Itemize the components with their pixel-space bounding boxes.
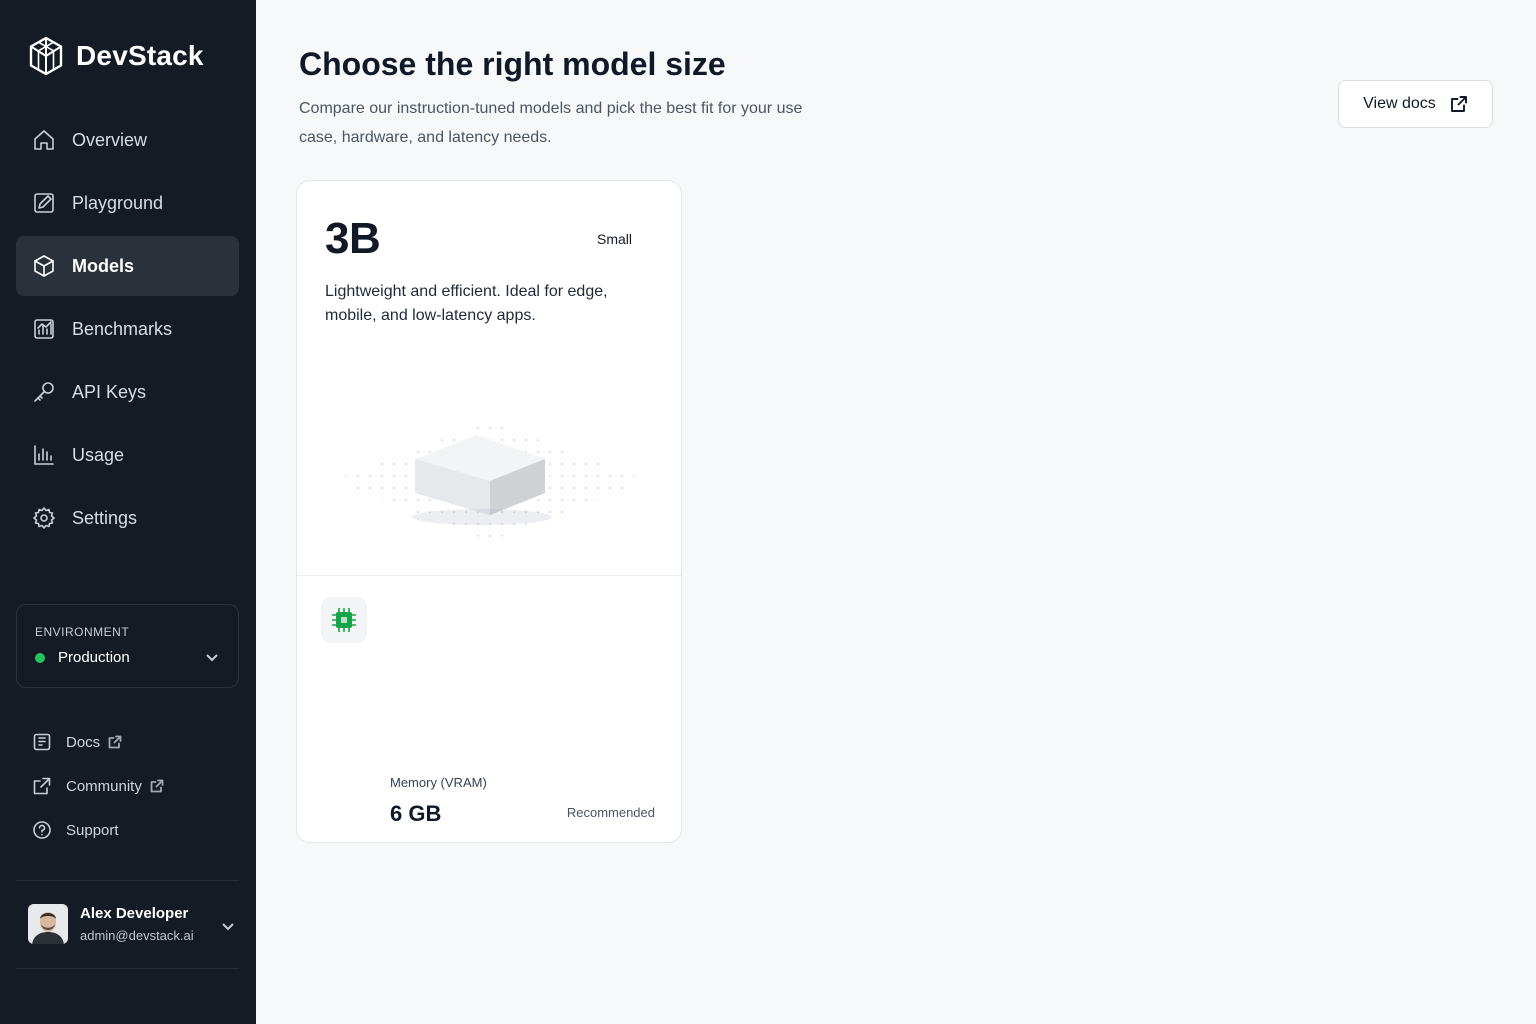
bar-chart-icon bbox=[34, 445, 54, 465]
external-link-icon bbox=[108, 735, 122, 749]
divider bbox=[297, 575, 681, 576]
divider bbox=[16, 880, 239, 881]
page-subtitle: Compare our instruction-tuned models and… bbox=[299, 100, 803, 146]
docs-link[interactable]: Docs bbox=[32, 720, 164, 764]
user-email: admin@devstack.ai bbox=[80, 928, 194, 943]
support-link-label: Support bbox=[66, 821, 119, 839]
sidebar-item-api-keys[interactable]: API Keys bbox=[16, 362, 239, 422]
community-link[interactable]: Community bbox=[32, 764, 164, 808]
environment-value-row: Production bbox=[35, 649, 220, 666]
sidebar-item-label: Playground bbox=[72, 192, 164, 213]
external-link-icon bbox=[1450, 96, 1467, 112]
sidebar-item-usage[interactable]: Usage bbox=[16, 425, 239, 485]
user-info: Alex Developer admin@devstack.ai bbox=[80, 905, 194, 943]
sidebar-item-label: Settings bbox=[72, 507, 138, 528]
size-badge: Small bbox=[596, 231, 632, 247]
help-circle-icon bbox=[33, 821, 51, 839]
share-icon bbox=[33, 777, 51, 795]
edit-icon bbox=[34, 193, 54, 213]
sidebar-item-label: API Keys bbox=[72, 381, 147, 402]
sidebar-item-label: Benchmarks bbox=[72, 318, 173, 339]
cube-icon bbox=[34, 255, 54, 277]
docs-link-label: Docs bbox=[66, 733, 101, 751]
avatar bbox=[28, 904, 68, 944]
environment-selector[interactable]: ENVIRONMENT Production bbox=[16, 604, 239, 688]
page-title: Choose the right model size bbox=[299, 46, 726, 82]
model-card-3b: 3B Small Lightweight and efficient. Idea… bbox=[296, 180, 682, 843]
chevron-down-icon bbox=[206, 654, 218, 662]
main-content: Choose the right model size Compare our … bbox=[256, 0, 1536, 1024]
model-description: Lightweight and efficient. Ideal for edg… bbox=[325, 283, 608, 324]
sidebar-item-overview[interactable]: Overview bbox=[16, 110, 239, 170]
memory-label: Memory (VRAM) bbox=[390, 775, 487, 790]
memory-value: 6 GB bbox=[390, 801, 442, 826]
home-icon bbox=[34, 130, 54, 150]
user-name: Alex Developer bbox=[80, 905, 189, 922]
environment-label: ENVIRONMENT bbox=[35, 625, 130, 639]
community-link-label: Community bbox=[66, 777, 142, 795]
sidebar-item-models[interactable]: Models bbox=[16, 236, 239, 296]
support-link[interactable]: Support bbox=[32, 808, 164, 852]
sidebar-item-benchmarks[interactable]: Benchmarks bbox=[16, 299, 239, 359]
sidebar: DevStack Overview Playground Models Benc… bbox=[0, 0, 256, 1024]
environment-value: Production bbox=[58, 649, 130, 666]
model-size: 3B bbox=[325, 214, 381, 263]
sidebar-item-settings[interactable]: Settings bbox=[16, 488, 239, 548]
status-dot bbox=[35, 652, 45, 663]
book-icon bbox=[33, 733, 51, 751]
sidebar-item-playground[interactable]: Playground bbox=[16, 173, 239, 233]
gear-icon bbox=[33, 507, 55, 529]
sidebar-links: Docs Community Support bbox=[32, 720, 164, 852]
chevron-down-icon bbox=[222, 923, 234, 931]
sidebar-nav: Overview Playground Models Benchmarks AP… bbox=[16, 110, 239, 551]
brand-name: DevStack bbox=[76, 40, 204, 71]
view-docs-label: View docs bbox=[1363, 95, 1436, 112]
model-block-illustration-small bbox=[333, 421, 647, 541]
chip-icon bbox=[321, 597, 367, 643]
user-avatar-icon bbox=[28, 904, 68, 944]
divider bbox=[16, 968, 239, 969]
view-docs-button[interactable]: View docs bbox=[1338, 80, 1493, 128]
cube-logo-icon bbox=[29, 36, 63, 76]
key-icon bbox=[34, 382, 54, 402]
brand[interactable]: DevStack bbox=[28, 36, 204, 76]
memory-stat: Memory (VRAM) 6 GB Recommended bbox=[297, 581, 681, 826]
sidebar-item-label: Models bbox=[72, 255, 135, 276]
sidebar-item-label: Usage bbox=[72, 444, 125, 465]
chart-icon bbox=[34, 319, 54, 339]
external-link-icon bbox=[150, 779, 164, 793]
sidebar-item-label: Overview bbox=[72, 129, 148, 150]
user-menu[interactable]: Alex Developer admin@devstack.ai bbox=[28, 904, 236, 944]
memory-tag: Recommended bbox=[566, 805, 655, 820]
